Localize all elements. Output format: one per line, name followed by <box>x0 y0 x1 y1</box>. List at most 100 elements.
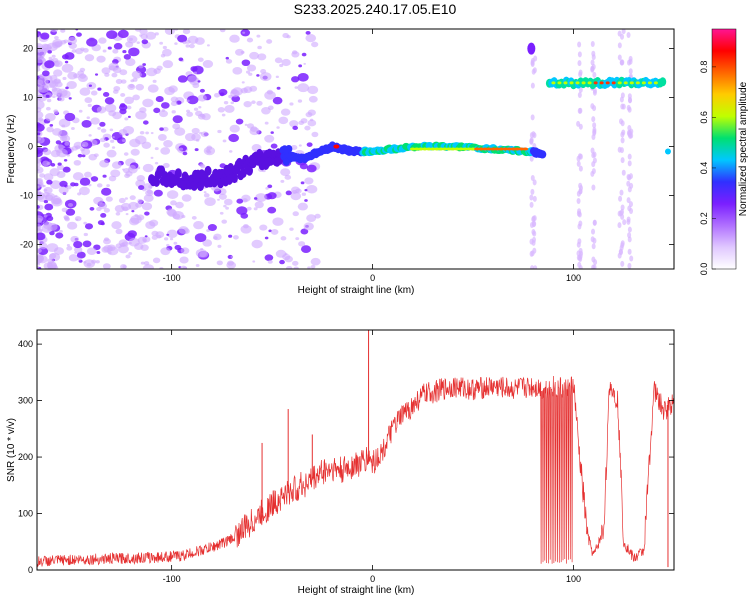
spectral-streak-mark <box>590 66 595 73</box>
spectral-streak-mark <box>627 262 632 269</box>
spectral-noise-mark <box>97 87 102 91</box>
spectral-noise-mark <box>204 197 216 207</box>
spectral-noise-mark <box>37 123 45 132</box>
spectral-noise-mark <box>120 202 132 211</box>
spectral-noise-mark <box>248 72 253 76</box>
spectral-noise-mark <box>61 63 74 73</box>
spectral-noise-mark <box>45 94 50 98</box>
spectral-noise-mark <box>311 131 319 138</box>
spectral-noise-mark <box>91 259 97 264</box>
spectral-noise-mark <box>61 124 66 128</box>
spectral-noise-mark <box>233 235 239 240</box>
spectral-noise-mark <box>111 161 122 169</box>
spectral-noise-mark <box>53 60 63 68</box>
spectral-noise-mark <box>62 166 71 173</box>
spectral-noise-mark <box>270 131 274 134</box>
spectral-noise-mark <box>153 68 161 74</box>
spectral-noise-mark <box>303 62 306 65</box>
spectral-noise-mark <box>40 32 50 40</box>
spectral-noise-mark <box>84 97 93 104</box>
spectral-noise-mark <box>111 221 122 230</box>
spectral-streak-mark <box>578 188 583 195</box>
spectral-noise-mark <box>141 39 149 45</box>
spectrogram-y-axis-label: Frequency (Hz) <box>6 115 17 184</box>
spectral-streak-mark <box>531 239 536 246</box>
spectral-streak-mark <box>578 247 583 254</box>
spectral-noise-mark <box>160 102 170 109</box>
spectral-streak-mark <box>629 182 634 189</box>
spectral-noise-mark <box>199 250 209 258</box>
spectral-noise-mark <box>148 185 153 189</box>
spectral-band-core <box>587 81 592 85</box>
spectral-noise-mark <box>207 224 217 232</box>
spectral-noise-mark <box>236 206 248 215</box>
spectral-noise-mark <box>267 192 277 200</box>
spectral-streak-mark <box>577 51 582 58</box>
spectral-streak-mark <box>530 114 535 121</box>
spectral-noise-mark <box>56 88 68 98</box>
spectral-noise-mark <box>306 142 313 147</box>
spectral-noise-mark <box>201 113 211 121</box>
spectral-noise-mark <box>147 84 159 93</box>
spectral-noise-mark <box>170 96 179 103</box>
spectral-noise-mark <box>73 182 79 187</box>
spectral-noise-mark <box>264 90 276 100</box>
spectral-noise-mark <box>299 163 308 170</box>
spectral-noise-mark <box>156 234 162 239</box>
spectral-noise-mark <box>115 243 123 249</box>
spectral-noise-mark <box>172 213 181 220</box>
spectral-noise-mark <box>240 29 251 37</box>
spectral-streak-mark <box>591 228 596 235</box>
spectral-noise-mark <box>47 50 52 54</box>
spectral-noise-mark <box>45 192 56 201</box>
snr-y-tick-label: 0 <box>28 565 33 575</box>
spectral-noise-mark <box>168 85 178 93</box>
spectral-noise-mark <box>225 206 229 210</box>
spectral-noise-mark <box>37 248 42 254</box>
spectrogram-x-tick-label: -100 <box>163 273 181 283</box>
spectral-noise-mark <box>37 157 42 164</box>
spectral-noise-mark <box>182 29 191 35</box>
spectral-noise-mark <box>298 64 303 68</box>
spectral-noise-mark <box>95 260 100 264</box>
spectral-noise-mark <box>294 86 298 89</box>
spectral-noise-mark <box>249 127 260 136</box>
spectral-noise-mark <box>60 29 66 33</box>
spectral-noise-mark <box>191 127 200 135</box>
spectral-noise-mark <box>264 236 269 240</box>
spectral-noise-mark <box>113 85 121 92</box>
spectral-streak-mark <box>626 31 631 38</box>
spectral-noise-mark <box>291 50 298 55</box>
spectral-noise-mark <box>213 233 222 241</box>
spectral-noise-mark <box>66 80 77 90</box>
spectral-noise-mark <box>197 57 204 62</box>
spectral-noise-mark <box>297 99 303 103</box>
spectral-noise-mark <box>229 34 240 43</box>
spectral-noise-mark <box>182 151 188 156</box>
spectral-noise-mark <box>289 102 294 106</box>
spectral-noise-mark <box>193 221 204 230</box>
spectral-noise-mark <box>158 110 168 118</box>
spectral-streak-mark <box>591 184 596 191</box>
spectral-noise-mark <box>63 158 68 162</box>
spectral-noise-mark <box>164 237 169 241</box>
spectral-noise-mark <box>73 73 80 79</box>
spectral-noise-mark <box>78 109 83 113</box>
spectral-streak-mark <box>619 189 624 196</box>
spectral-noise-mark <box>187 75 198 84</box>
spectral-noise-mark <box>101 187 112 196</box>
spectral-noise-mark <box>37 79 44 85</box>
spectral-noise-mark <box>71 127 75 130</box>
spectral-noise-mark <box>79 87 91 96</box>
spectral-noise-mark <box>264 254 274 262</box>
spectral-noise-mark <box>241 81 245 84</box>
spectral-noise-mark <box>37 232 46 241</box>
spectral-noise-mark <box>49 253 57 259</box>
spectral-noise-mark <box>37 43 44 51</box>
spectral-noise-mark <box>82 240 92 248</box>
spectral-noise-mark <box>128 47 140 57</box>
spectral-noise-mark <box>251 239 263 249</box>
spectral-noise-mark <box>120 93 126 97</box>
figure-title: S233.2025.240.17.05.E10 <box>294 1 457 17</box>
spectral-noise-mark <box>300 118 308 124</box>
